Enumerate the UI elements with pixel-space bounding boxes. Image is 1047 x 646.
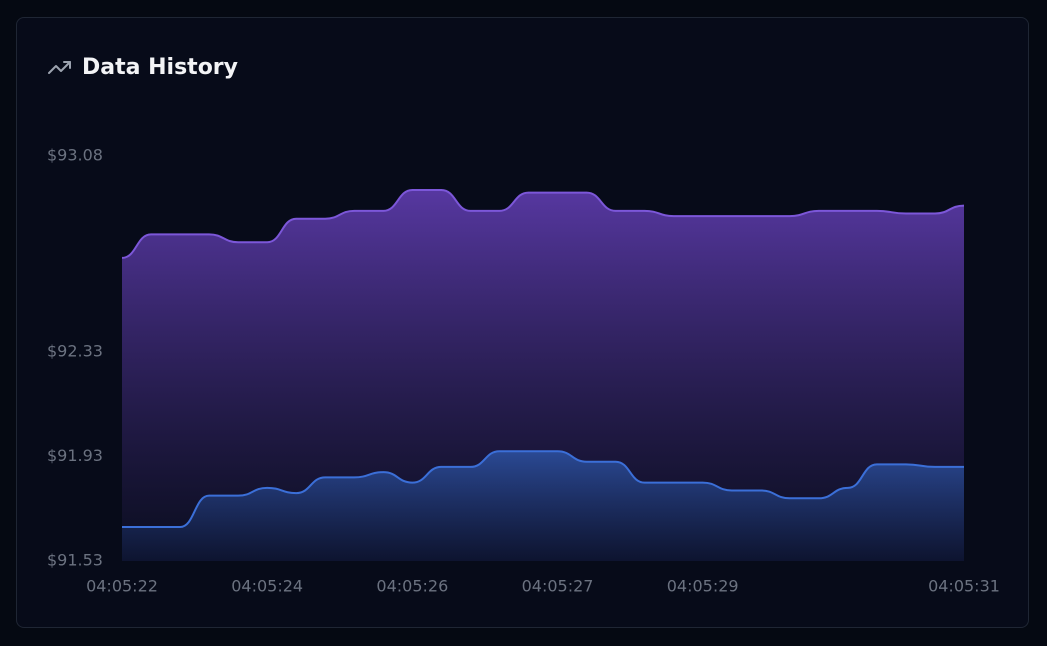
area-line — [121, 188, 965, 259]
y-tick-label: $91.53 — [47, 551, 103, 570]
trend-icon — [48, 61, 71, 74]
x-tick-label: 04:05:24 — [231, 577, 303, 596]
x-tick-label: 04:05:26 — [376, 577, 448, 596]
x-tick-label: 04:05:31 — [928, 577, 1000, 596]
x-tick-label: 04:05:27 — [522, 577, 594, 596]
area-fill — [122, 451, 964, 561]
y-tick-label: $93.08 — [47, 146, 103, 165]
area-fill — [122, 189, 964, 561]
x-tick-label: 04:05:29 — [667, 577, 739, 596]
chart-title: Data History — [82, 55, 238, 80]
y-tick-label: $91.93 — [47, 446, 103, 465]
x-tick-label: 04:05:22 — [86, 577, 158, 596]
y-tick-label: $92.33 — [47, 341, 103, 360]
area-line — [122, 450, 964, 529]
